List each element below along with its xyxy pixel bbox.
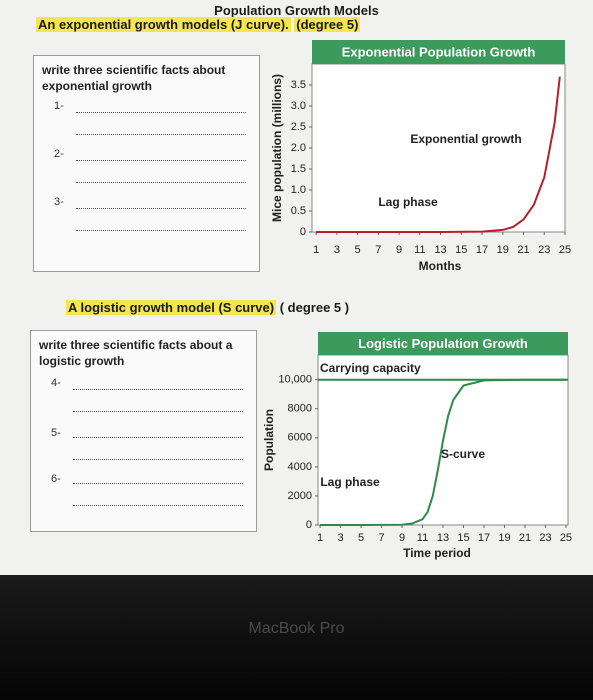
answer-line xyxy=(76,208,246,209)
answer-line xyxy=(73,459,243,460)
chart-title-bar xyxy=(312,40,565,64)
plot-area xyxy=(311,63,566,233)
curve xyxy=(316,76,561,233)
y-tick-label: 6000 xyxy=(288,432,312,444)
x-tick-label: 11 xyxy=(414,244,425,256)
y-tick-label: 1.5 xyxy=(291,163,306,175)
y-tick-label: 2.0 xyxy=(291,142,306,154)
x-tick-label: 23 xyxy=(539,532,551,544)
x-axis-label: Months xyxy=(419,259,462,273)
page-title: Population Growth Models xyxy=(214,3,379,18)
answer-line xyxy=(76,134,246,135)
x-tick-label: 9 xyxy=(399,532,405,544)
answer-line xyxy=(73,483,243,484)
chart-title-bar xyxy=(318,332,568,355)
x-tick-label: 13 xyxy=(437,532,449,544)
annotation: Lag phase xyxy=(378,195,438,209)
y-tick-label: 3.0 xyxy=(291,100,306,112)
prompt: write three scientific facts about expon… xyxy=(42,63,226,93)
y-tick-label: 0 xyxy=(306,519,312,531)
y-axis-label: Mice population (millions) xyxy=(270,74,284,222)
x-tick-label: 1 xyxy=(317,532,323,544)
item: 1- xyxy=(54,100,64,112)
item: 2- xyxy=(54,148,64,160)
x-tick-label: 5 xyxy=(358,532,364,544)
x-tick-label: 23 xyxy=(538,244,550,256)
degree: (degree 5) xyxy=(294,17,361,32)
x-tick-label: 1 xyxy=(313,244,319,256)
y-tick-label: 2.5 xyxy=(291,121,306,133)
x-tick-label: 25 xyxy=(560,532,572,544)
item: 6- xyxy=(51,473,61,485)
x-tick-label: 5 xyxy=(355,244,361,256)
x-tick-label: 17 xyxy=(478,532,490,544)
section-heading: A logistic growth model (S curve) ( degr… xyxy=(66,300,349,315)
y-tick-label: 10,000 xyxy=(278,374,312,386)
x-tick-label: 11 xyxy=(417,532,428,544)
x-tick-label: 19 xyxy=(498,532,510,544)
x-tick-label: 15 xyxy=(455,244,467,256)
answer-line xyxy=(73,437,243,438)
curve xyxy=(320,378,566,526)
answer-line xyxy=(76,160,246,161)
x-tick-label: 3 xyxy=(334,244,340,256)
device-label: MacBook Pro xyxy=(248,620,345,637)
annotation: S-curve xyxy=(441,447,485,461)
answer-line xyxy=(76,112,246,113)
x-tick-label: 7 xyxy=(378,532,384,544)
annotation: Exponential growth xyxy=(410,132,521,146)
y-axis-label: Population xyxy=(262,409,276,471)
chart-title: Logistic Population Growth xyxy=(358,336,528,351)
item: 4- xyxy=(51,377,61,389)
x-tick-label: 3 xyxy=(337,532,343,544)
answer-line xyxy=(76,182,246,183)
y-tick-label: 3.5 xyxy=(291,79,306,91)
answer-line xyxy=(76,230,246,231)
answer-box: write three scientific facts about a log… xyxy=(30,330,257,532)
laptop-bezel: MacBook Pro xyxy=(0,575,593,700)
x-tick-label: 25 xyxy=(559,244,571,256)
answer-line xyxy=(73,505,243,506)
x-tick-label: 21 xyxy=(517,244,529,256)
item: 5- xyxy=(51,427,61,439)
x-tick-label: 7 xyxy=(375,244,381,256)
answer-box: write three scientific facts about expon… xyxy=(33,55,260,272)
x-tick-label: 9 xyxy=(396,244,402,256)
section-heading: An exponential growth models (J curve). … xyxy=(36,17,361,32)
y-tick-label: 2000 xyxy=(288,490,312,502)
charts: Exponential Population Growth 0 0.5 1.0 1.5 2… xyxy=(262,40,572,560)
heading-text: A logistic growth model (S curve) xyxy=(66,300,277,315)
x-tick-label: 15 xyxy=(457,532,469,544)
heading-text: An exponential growth models (J curve). xyxy=(36,17,291,32)
item: 3- xyxy=(54,196,64,208)
prompt: write three scientific facts about a log… xyxy=(39,338,233,368)
annotation: Carrying capacity xyxy=(320,361,421,375)
answer-line xyxy=(73,389,243,390)
x-tick-label: 19 xyxy=(497,244,509,256)
y-tick-label: 4000 xyxy=(288,461,312,473)
chart-title: Exponential Population Growth xyxy=(342,44,536,59)
x-tick-label: 21 xyxy=(519,532,531,544)
y-tick-label: 8000 xyxy=(288,403,312,415)
x-tick-label: 13 xyxy=(434,244,446,256)
y-tick-label: 0 xyxy=(300,226,306,238)
y-tick-label: 0.5 xyxy=(291,205,306,217)
annotation: Lag phase xyxy=(320,475,380,489)
x-axis-label: Time period xyxy=(403,546,471,560)
x-tick-label: 17 xyxy=(476,244,488,256)
answer-line xyxy=(73,411,243,412)
y-tick-label: 1.0 xyxy=(291,184,306,196)
degree: ( degree 5 ) xyxy=(279,300,350,315)
